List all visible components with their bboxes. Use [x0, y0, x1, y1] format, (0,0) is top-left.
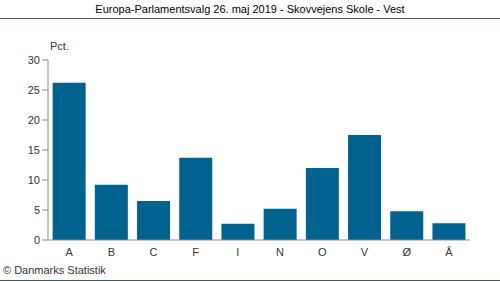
svg-text:A: A — [65, 246, 73, 258]
svg-text:N: N — [276, 246, 284, 258]
svg-text:O: O — [318, 246, 327, 258]
html-text:Europa-Parlamentsvalg 26. maj: Europa-Parlamentsvalg 26. maj 2019 - Sko… — [95, 3, 405, 15]
html-text:Pct.: Pct. — [50, 40, 69, 52]
svg-text:25: 25 — [28, 84, 40, 96]
svg-text:30: 30 — [28, 54, 40, 66]
svg-text:20: 20 — [28, 114, 40, 126]
svg-text:I: I — [236, 246, 239, 258]
svg-text:C: C — [150, 246, 158, 258]
svg-text:B: B — [108, 246, 115, 258]
svg-text:F: F — [192, 246, 199, 258]
svg-text:5: 5 — [34, 204, 40, 216]
svg-text:10: 10 — [28, 174, 40, 186]
html-text:© Danmarks Statistik: © Danmarks Statistik — [3, 264, 106, 276]
svg-text:0: 0 — [34, 234, 40, 246]
svg-text:15: 15 — [28, 144, 40, 156]
svg-text:Å: Å — [445, 246, 453, 258]
svg-text:V: V — [361, 246, 369, 258]
svg-text:Ø: Ø — [402, 246, 411, 258]
